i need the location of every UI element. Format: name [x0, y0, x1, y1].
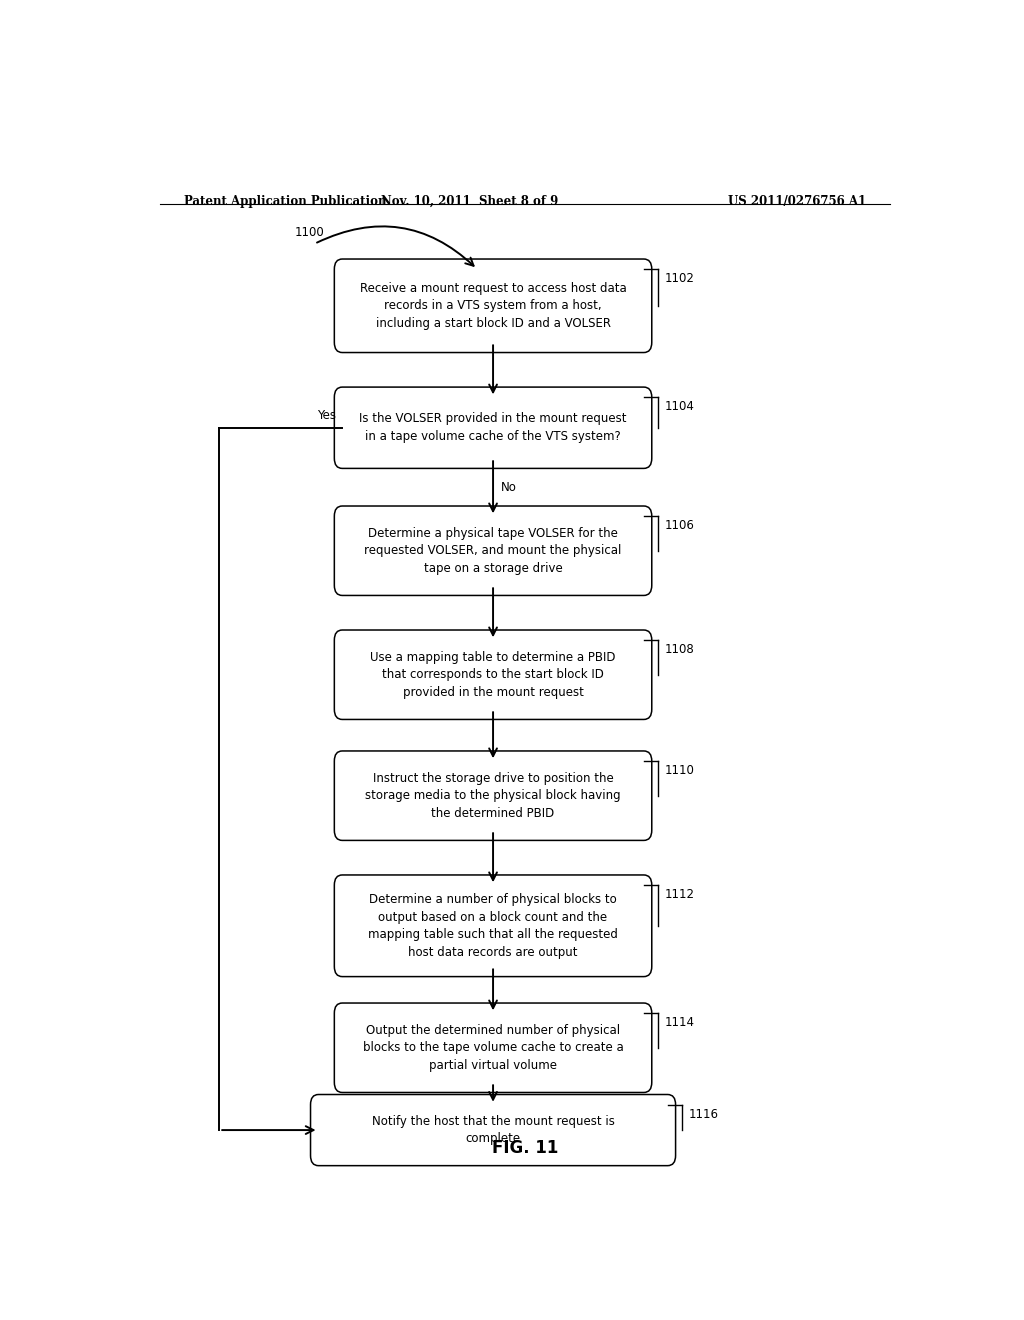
FancyArrowPatch shape	[317, 226, 473, 265]
FancyBboxPatch shape	[334, 875, 652, 977]
Text: 1108: 1108	[665, 643, 694, 656]
Text: 1110: 1110	[665, 764, 694, 777]
Text: 1100: 1100	[295, 226, 325, 239]
Text: Notify the host that the mount request is
complete: Notify the host that the mount request i…	[372, 1115, 614, 1146]
Text: Instruct the storage drive to position the
storage media to the physical block h: Instruct the storage drive to position t…	[366, 772, 621, 820]
Text: Nov. 10, 2011  Sheet 8 of 9: Nov. 10, 2011 Sheet 8 of 9	[381, 195, 558, 209]
Text: US 2011/0276756 A1: US 2011/0276756 A1	[728, 195, 866, 209]
FancyBboxPatch shape	[334, 630, 652, 719]
FancyBboxPatch shape	[334, 1003, 652, 1093]
Text: FIG. 11: FIG. 11	[492, 1139, 558, 1156]
Text: 1102: 1102	[665, 272, 694, 285]
Text: 1112: 1112	[665, 888, 694, 902]
FancyBboxPatch shape	[334, 259, 652, 352]
FancyBboxPatch shape	[334, 387, 652, 469]
Text: Output the determined number of physical
blocks to the tape volume cache to crea: Output the determined number of physical…	[362, 1024, 624, 1072]
Text: Is the VOLSER provided in the mount request
in a tape volume cache of the VTS sy: Is the VOLSER provided in the mount requ…	[359, 412, 627, 444]
Text: 1116: 1116	[688, 1107, 718, 1121]
Text: No: No	[501, 480, 517, 494]
FancyBboxPatch shape	[310, 1094, 676, 1166]
Text: 1104: 1104	[665, 400, 694, 413]
Text: Yes: Yes	[316, 409, 336, 421]
Text: 1114: 1114	[665, 1016, 694, 1030]
FancyBboxPatch shape	[334, 751, 652, 841]
Text: Patent Application Publication: Patent Application Publication	[183, 195, 386, 209]
Text: Determine a physical tape VOLSER for the
requested VOLSER, and mount the physica: Determine a physical tape VOLSER for the…	[365, 527, 622, 574]
Text: Receive a mount request to access host data
records in a VTS system from a host,: Receive a mount request to access host d…	[359, 281, 627, 330]
Text: Use a mapping table to determine a PBID
that corresponds to the start block ID
p: Use a mapping table to determine a PBID …	[371, 651, 615, 698]
Text: Determine a number of physical blocks to
output based on a block count and the
m: Determine a number of physical blocks to…	[368, 894, 618, 958]
FancyBboxPatch shape	[334, 506, 652, 595]
Text: 1106: 1106	[665, 519, 694, 532]
